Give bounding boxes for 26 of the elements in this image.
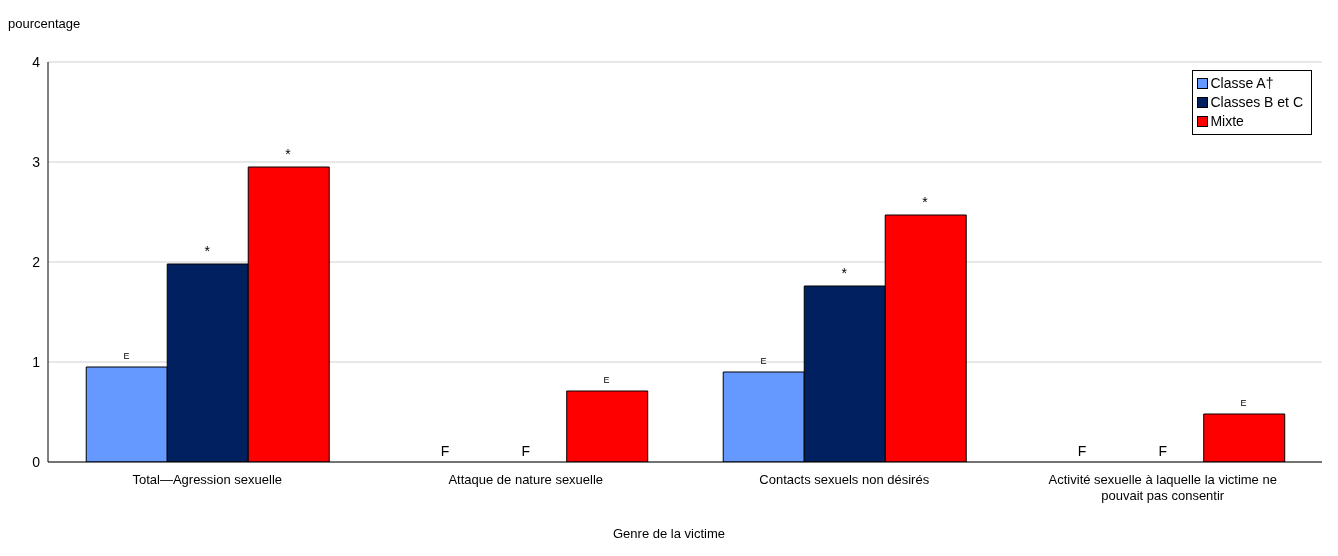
y-tick-label: 1: [32, 353, 41, 370]
x-tick-label: Activité sexuelle à laquelle la victime ne pouvait pas consentir: [1048, 472, 1277, 503]
text: F: [440, 443, 450, 459]
text: F: [521, 443, 531, 459]
data-label: *: [204, 243, 211, 259]
data-label: *: [922, 194, 929, 210]
x-tick-label: Attaque de nature sexuelle: [448, 472, 604, 487]
data-label: E: [1240, 398, 1247, 408]
legend-label: Classe A†: [1210, 74, 1274, 93]
y-tick-label: 3: [32, 153, 41, 170]
y-tick-label: 0: [32, 453, 41, 470]
text: F: [1158, 443, 1168, 459]
legend-label: Mixte: [1210, 112, 1244, 131]
data-label: E: [603, 375, 610, 385]
y-axis-title: pourcentage: [8, 16, 81, 31]
data-label: E: [123, 351, 130, 361]
legend-label: Classes B et C: [1210, 93, 1303, 112]
data-label: E: [760, 356, 767, 366]
data-label: *: [841, 265, 848, 281]
x-tick-label: Total—Agression sexuelle: [132, 472, 283, 487]
x-tick-label: Contacts sexuels non désirés: [759, 472, 930, 487]
x-axis-title: Genre de la victime: [612, 526, 726, 541]
y-tick-label: 4: [32, 53, 41, 70]
data-label: *: [285, 146, 292, 162]
text: F: [1077, 443, 1087, 459]
y-tick-label: 2: [32, 253, 41, 270]
